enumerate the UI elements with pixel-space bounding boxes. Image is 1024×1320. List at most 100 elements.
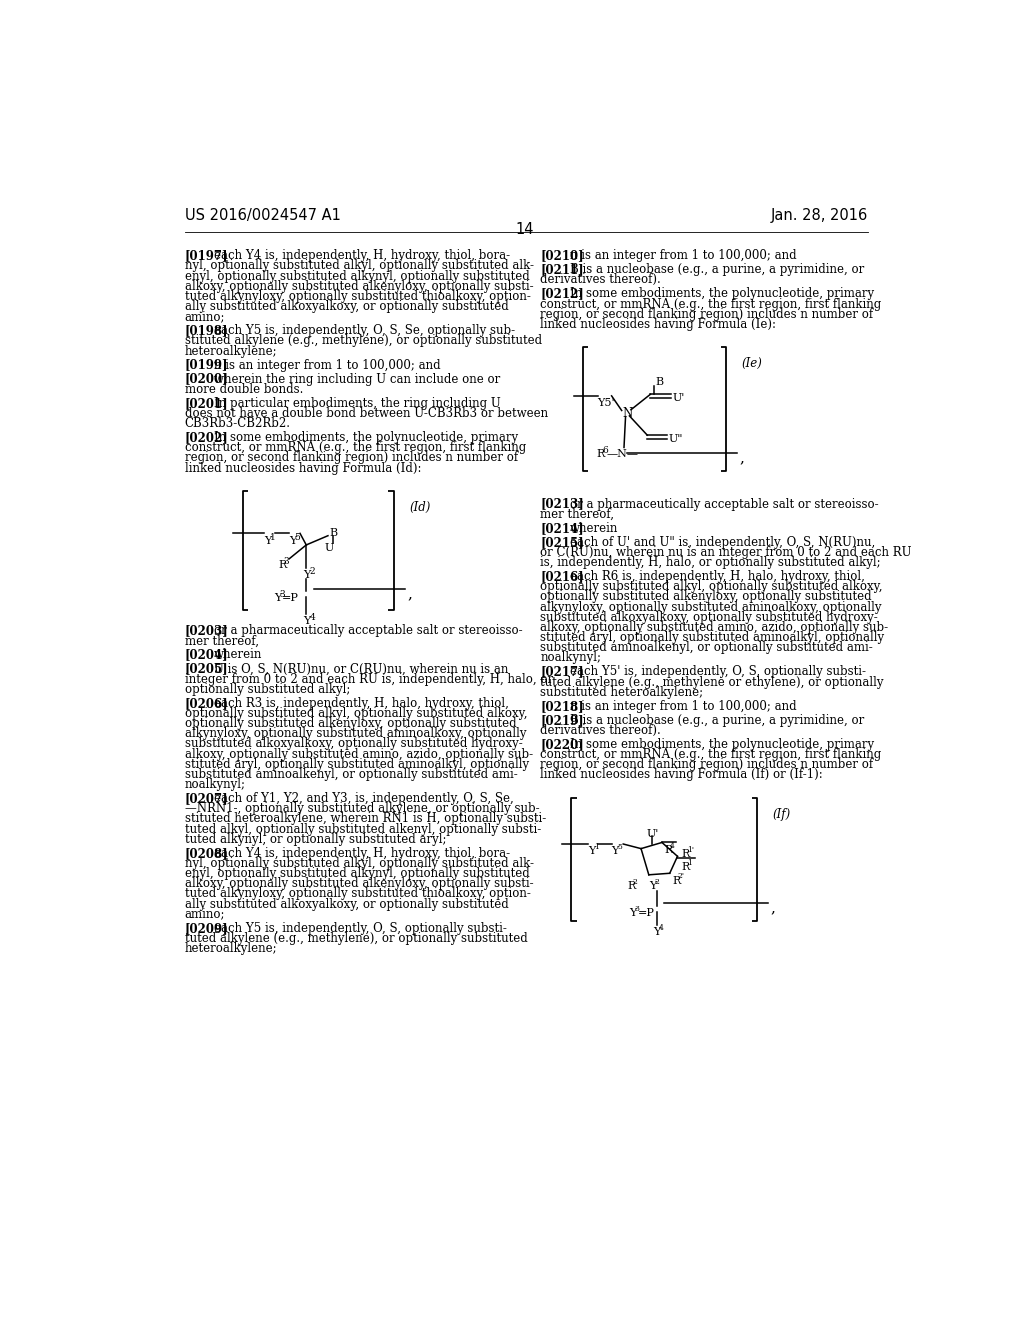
Text: or a pharmaceutically acceptable salt or stereoisso-: or a pharmaceutically acceptable salt or… xyxy=(214,624,522,638)
Text: In some embodiments, the polynucleotide, primary: In some embodiments, the polynucleotide,… xyxy=(569,288,873,301)
Text: R: R xyxy=(279,560,287,570)
Text: derivatives thereof).: derivatives thereof). xyxy=(541,273,662,286)
Text: B: B xyxy=(655,378,664,387)
Text: wherein: wherein xyxy=(214,648,262,661)
Text: B is a nucleobase (e.g., a purine, a pyrimidine, or: B is a nucleobase (e.g., a purine, a pyr… xyxy=(569,714,864,727)
Text: does not have a double bond between U-CB3Rb3 or between: does not have a double bond between U-CB… xyxy=(184,407,548,420)
Text: 3: 3 xyxy=(280,590,285,599)
Text: Jan. 28, 2016: Jan. 28, 2016 xyxy=(771,209,868,223)
Text: ,: , xyxy=(407,587,412,602)
Text: [0205]: [0205] xyxy=(184,663,228,676)
Text: [0219]: [0219] xyxy=(541,714,584,727)
Text: stituted alkylene (e.g., methylene), or optionally substituted: stituted alkylene (e.g., methylene), or … xyxy=(184,334,542,347)
Text: [0217]: [0217] xyxy=(541,665,584,678)
Text: derivatives thereof).: derivatives thereof). xyxy=(541,723,662,737)
Text: alkoxy, optionally substituted alkenyloxy, optionally substi-: alkoxy, optionally substituted alkenylox… xyxy=(184,280,534,293)
Text: Y: Y xyxy=(649,880,656,891)
Text: US 2016/0024547 A1: US 2016/0024547 A1 xyxy=(184,209,340,223)
Text: tuted alkylene (e.g., methylene), or optionally substituted: tuted alkylene (e.g., methylene), or opt… xyxy=(184,932,527,945)
Text: CB3Rb3-CB2Rb2.: CB3Rb3-CB2Rb2. xyxy=(184,417,291,430)
Text: Y: Y xyxy=(264,536,271,545)
Text: Y: Y xyxy=(289,536,297,545)
Text: substituted aminoalkenyl, or optionally substituted ami-: substituted aminoalkenyl, or optionally … xyxy=(184,768,517,781)
Text: In some embodiments, the polynucleotide, primary: In some embodiments, the polynucleotide,… xyxy=(214,432,518,444)
Text: ally substituted alkoxyalkoxy, or optionally substituted: ally substituted alkoxyalkoxy, or option… xyxy=(184,898,508,911)
Text: region, or second flanking region) includes n number of: region, or second flanking region) inclu… xyxy=(541,308,873,321)
Text: U": U" xyxy=(669,433,683,444)
Text: In some embodiments, the polynucleotide, primary: In some embodiments, the polynucleotide,… xyxy=(569,738,873,751)
Text: Y: Y xyxy=(611,846,618,857)
Text: R: R xyxy=(681,862,689,873)
Text: R: R xyxy=(681,849,689,858)
Text: Y: Y xyxy=(589,846,596,857)
Text: 4: 4 xyxy=(658,924,664,932)
Text: construct, or mmRNA (e.g., the first region, first flanking: construct, or mmRNA (e.g., the first reg… xyxy=(184,441,526,454)
Text: R: R xyxy=(627,880,635,891)
Text: 6: 6 xyxy=(602,446,608,455)
Text: alkoxy, optionally substituted amino, azido, optionally sub-: alkoxy, optionally substituted amino, az… xyxy=(184,747,532,760)
Text: Y: Y xyxy=(630,908,637,917)
Text: [0218]: [0218] xyxy=(541,700,584,713)
Text: optionally substituted alkyl, optionally substituted alkoxy,: optionally substituted alkyl, optionally… xyxy=(184,708,527,719)
Text: 3: 3 xyxy=(284,557,290,566)
Text: wherein the ring including U can include one or: wherein the ring including U can include… xyxy=(214,372,501,385)
Text: each Y4 is, independently, H, hydroxy, thiol, bora-: each Y4 is, independently, H, hydroxy, t… xyxy=(214,847,510,859)
Text: —N—: —N— xyxy=(606,449,638,459)
Text: [0208]: [0208] xyxy=(184,847,228,859)
Text: alkoxy, optionally substituted alkenyloxy, optionally substi-: alkoxy, optionally substituted alkenylox… xyxy=(184,878,534,890)
Text: [0203]: [0203] xyxy=(184,624,228,638)
Text: each R6 is, independently, H, halo, hydroxy, thiol,: each R6 is, independently, H, halo, hydr… xyxy=(569,570,864,583)
Text: heteroalkylene;: heteroalkylene; xyxy=(184,942,278,956)
Text: [0197]: [0197] xyxy=(184,249,228,263)
Text: 4: 4 xyxy=(309,612,315,622)
Text: linked nucleosides having Formula (Id):: linked nucleosides having Formula (Id): xyxy=(184,462,421,475)
Text: Y: Y xyxy=(303,570,310,579)
Text: =P: =P xyxy=(283,594,299,603)
Text: optionally substituted alkenyloxy, optionally substituted: optionally substituted alkenyloxy, optio… xyxy=(541,590,871,603)
Text: wherein: wherein xyxy=(569,521,618,535)
Text: more double bonds.: more double bonds. xyxy=(184,383,303,396)
Text: U': U' xyxy=(647,829,659,838)
Text: [0209]: [0209] xyxy=(184,921,228,935)
Text: [0201]: [0201] xyxy=(184,397,228,409)
Text: tuted alkynyloxy, optionally substituted thioalkoxy, option-: tuted alkynyloxy, optionally substituted… xyxy=(184,290,530,302)
Text: each Y5 is, independently, O, S, Se, optionally sub-: each Y5 is, independently, O, S, Se, opt… xyxy=(214,325,515,337)
Text: 14: 14 xyxy=(515,222,535,236)
Text: R: R xyxy=(597,449,605,459)
Text: 1: 1 xyxy=(270,532,275,541)
Text: noalkynyl;: noalkynyl; xyxy=(541,651,601,664)
Text: R: R xyxy=(665,845,673,855)
Text: [0199]: [0199] xyxy=(184,359,228,372)
Text: stituted aryl, optionally substituted aminoalkyl, optionally: stituted aryl, optionally substituted am… xyxy=(184,758,528,771)
Text: ally substituted alkoxyalkoxy, or optionally substituted: ally substituted alkoxyalkoxy, or option… xyxy=(184,300,508,313)
Text: [0202]: [0202] xyxy=(184,432,228,444)
Text: region, or second flanking region) includes n number of: region, or second flanking region) inclu… xyxy=(184,451,518,465)
Text: each Y5' is, independently, O, S, optionally substi-: each Y5' is, independently, O, S, option… xyxy=(569,665,865,678)
Text: [0206]: [0206] xyxy=(184,697,228,710)
Text: region, or second flanking region) includes n number of: region, or second flanking region) inclu… xyxy=(541,758,873,771)
Text: =P: =P xyxy=(638,908,654,917)
Text: substituted alkoxyalkoxy, optionally substituted hydroxy-: substituted alkoxyalkoxy, optionally sub… xyxy=(184,738,522,751)
Text: R: R xyxy=(672,875,680,886)
Text: amino;: amino; xyxy=(184,908,225,921)
Text: 2: 2 xyxy=(654,878,659,886)
Text: ,: , xyxy=(770,902,775,916)
Text: alkoxy, optionally substituted amino, azido, optionally sub-: alkoxy, optionally substituted amino, az… xyxy=(541,620,889,634)
Text: N: N xyxy=(623,407,633,420)
Text: each Y4 is, independently, H, hydroxy, thiol, bora-: each Y4 is, independently, H, hydroxy, t… xyxy=(214,249,510,263)
Text: [0210]: [0210] xyxy=(541,249,584,263)
Text: each of U' and U" is, independently, O, S, N(RU)nu,: each of U' and U" is, independently, O, … xyxy=(569,536,874,549)
Text: [0211]: [0211] xyxy=(541,263,584,276)
Text: 5: 5 xyxy=(295,532,300,541)
Text: U': U' xyxy=(672,393,684,403)
Text: 2': 2' xyxy=(678,873,684,880)
Text: [0198]: [0198] xyxy=(184,325,228,337)
Text: 2: 2 xyxy=(309,566,315,576)
Text: (Ie): (Ie) xyxy=(741,358,763,371)
Text: B: B xyxy=(330,528,338,539)
Text: [0212]: [0212] xyxy=(541,288,584,301)
Text: n is an integer from 1 to 100,000; and: n is an integer from 1 to 100,000; and xyxy=(569,700,797,713)
Text: [0204]: [0204] xyxy=(184,648,228,661)
Text: construct, or mmRNA (e.g., the first region, first flanking: construct, or mmRNA (e.g., the first reg… xyxy=(541,748,882,762)
Text: [0220]: [0220] xyxy=(541,738,584,751)
